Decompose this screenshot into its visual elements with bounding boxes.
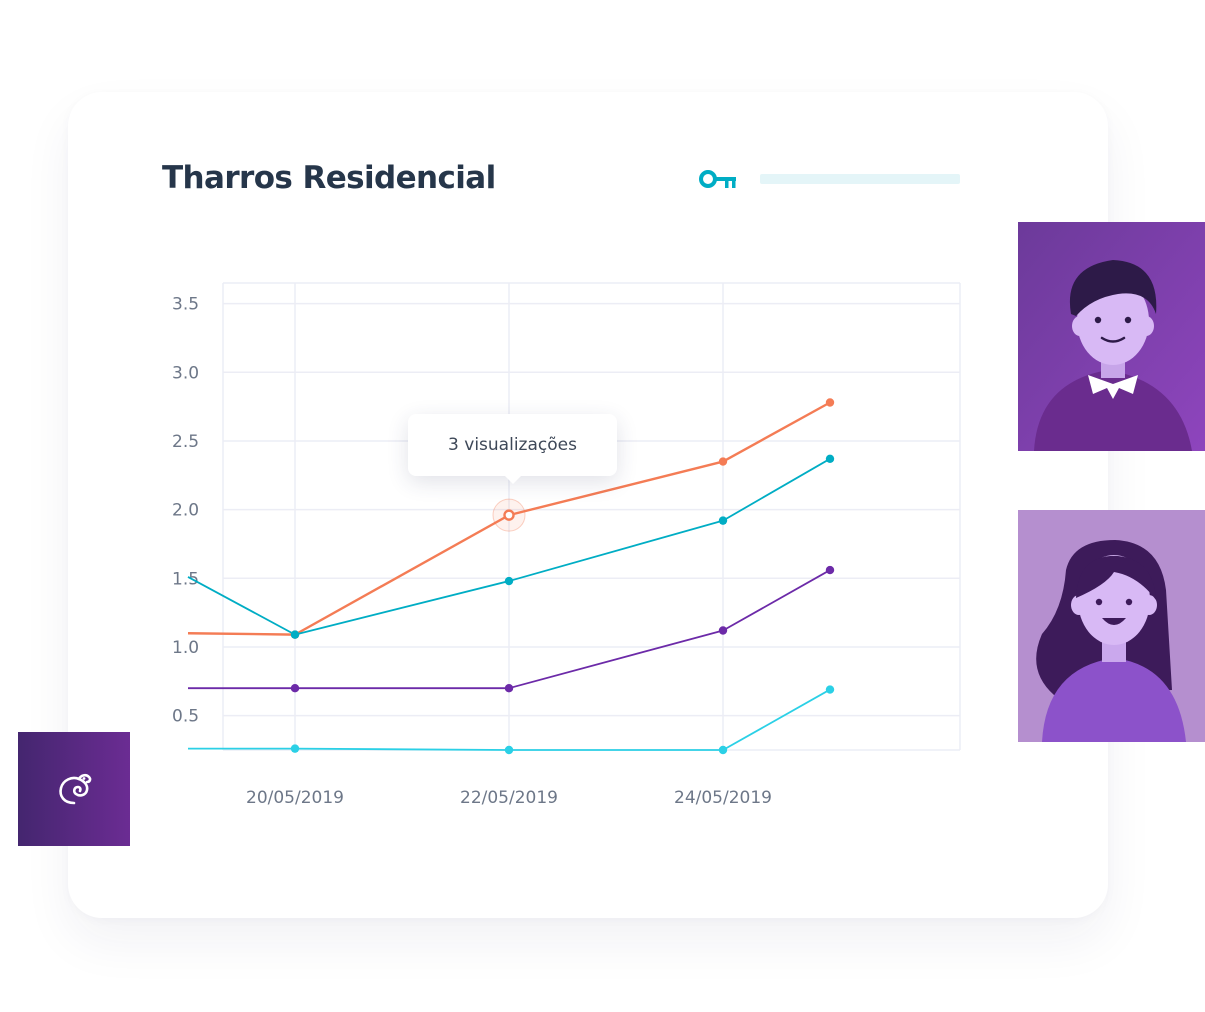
- data-point-1: [290, 630, 300, 639]
- app-logo[interactable]: [18, 732, 130, 846]
- female-avatar-icon: [1018, 510, 1205, 742]
- x-axis-ticks: 20/05/2019 22/05/2019 24/05/2019: [246, 788, 772, 808]
- data-point-3: [504, 745, 514, 755]
- y-tick-label: 1.0: [172, 638, 199, 658]
- page-title: Tharros Residencial: [162, 160, 496, 196]
- data-point-2: [825, 565, 835, 575]
- chameleon-logo-icon: [59, 773, 92, 805]
- title-placeholder-bar: [760, 174, 960, 184]
- data-point-1: [718, 516, 728, 525]
- x-tick-label: 24/05/2019: [674, 788, 772, 808]
- data-point-2: [504, 683, 514, 693]
- y-tick-label: 2.0: [172, 501, 199, 521]
- data-point-3: [290, 744, 300, 753]
- x-tick-label: 20/05/2019: [246, 788, 344, 808]
- y-tick-label: 3.0: [172, 363, 199, 383]
- data-point-2: [290, 683, 300, 693]
- y-tick-label: 3.5: [172, 295, 199, 315]
- data-point-3: [718, 745, 728, 755]
- data-point-1: [504, 576, 514, 586]
- chart-series-points: [290, 398, 835, 755]
- y-axis-ticks: 0.5 1.0 1.5 2.0 2.5 3.0 3.5: [172, 295, 199, 727]
- data-point-3: [825, 685, 835, 694]
- y-tick-label: 1.5: [172, 569, 199, 589]
- chart-card: [68, 92, 1108, 918]
- data-point-1: [825, 454, 835, 464]
- highlighted-data-point: [503, 509, 515, 521]
- data-point-0: [825, 398, 835, 407]
- x-tick-label: 22/05/2019: [460, 788, 558, 808]
- female-avatar[interactable]: [1018, 510, 1205, 742]
- key-icon[interactable]: [698, 168, 738, 192]
- male-avatar[interactable]: [1018, 222, 1205, 451]
- male-avatar-icon: [1018, 222, 1205, 451]
- data-point-0: [718, 457, 728, 466]
- y-tick-label: 2.5: [172, 432, 199, 452]
- chart-grid: [222, 282, 961, 751]
- y-tick-label: 0.5: [172, 707, 199, 727]
- chart-tooltip: 3 visualizações: [408, 414, 617, 484]
- data-point-2: [718, 626, 728, 635]
